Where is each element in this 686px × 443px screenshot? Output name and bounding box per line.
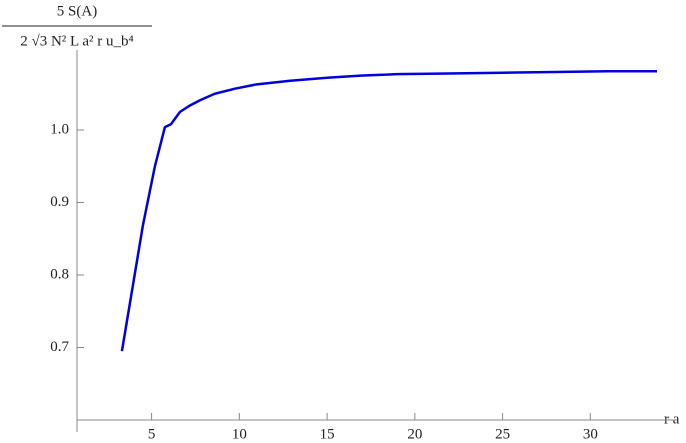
line-series [120,70,657,352]
x-tick-label: 20 [407,426,422,442]
x-tick-label: 15 [320,426,335,442]
y-label-denominator: 2 √3 N² L a² r u_b⁴ [20,33,134,49]
x-label: r a [664,411,680,427]
x-tick-label: 25 [495,426,510,442]
x-tick-label: 10 [232,426,247,442]
y-tick-label: 0.7 [50,339,69,355]
x-tick-label: 30 [583,426,598,442]
y-tick-label: 0.9 [50,194,69,210]
x-tick-label: 5 [148,426,156,442]
y-tick-label: 1.0 [50,121,69,137]
y-tick-label: 0.8 [50,266,69,282]
y-label-numerator: 5 S(A) [57,3,97,19]
